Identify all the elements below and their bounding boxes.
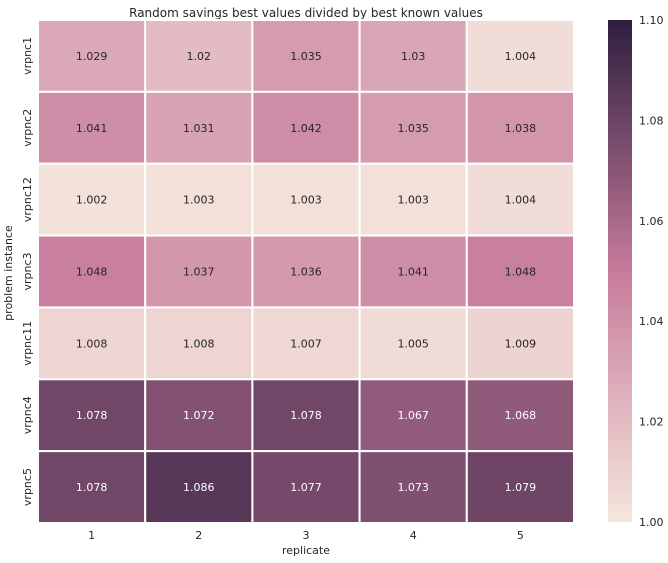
x-axis-label: replicate: [282, 544, 330, 557]
x-tick-label: 2: [195, 529, 202, 542]
y-tick-label: vrpnc3: [21, 252, 34, 290]
heatmap-cell: [144, 378, 254, 453]
cell-value-label: 1.003: [290, 194, 322, 207]
cell-value-label: 1.005: [397, 337, 429, 350]
colorbar-tick-label: 1.08: [639, 114, 664, 127]
cell-value-label: 1.03: [401, 50, 426, 63]
cell-value-label: 1.068: [505, 409, 537, 422]
chart-title: Random savings best values divided by be…: [129, 6, 483, 20]
cell-value-label: 1.042: [290, 122, 322, 135]
heatmap-cell: [358, 234, 468, 309]
heatmap-cell: [144, 19, 254, 93]
cell-value-label: 1.048: [505, 266, 537, 279]
cell-value-label: 1.009: [505, 337, 537, 350]
heatmap-cell: [37, 234, 147, 309]
cell-value-label: 1.038: [505, 122, 537, 135]
cell-value-label: 1.008: [183, 337, 215, 350]
colorbar-tick-labels: 1.00 1.02 1.04 1.06 1.08 1.10: [639, 14, 664, 529]
y-tick-label: vrpnc4: [21, 396, 34, 434]
colorbar-tick-label: 1.06: [639, 215, 664, 228]
colorbar-tick-label: 1.10: [639, 14, 664, 27]
x-tick-label: 5: [517, 529, 524, 542]
colorbar: [608, 20, 632, 522]
colorbar-tick-label: 1.00: [639, 516, 664, 529]
heatmap-cell: [251, 306, 361, 381]
heatmap-cell: [37, 90, 147, 165]
heatmap-cell: [358, 162, 468, 237]
cell-value-label: 1.041: [397, 266, 429, 279]
cell-value-label: 1.002: [76, 194, 108, 207]
y-axis-label: problem instance: [2, 225, 15, 321]
cell-value-label: 1.035: [290, 50, 322, 63]
cell-value-label: 1.072: [183, 409, 215, 422]
cell-value-label: 1.004: [505, 50, 537, 63]
cell-value-label: 1.003: [183, 194, 215, 207]
heatmap-cell: [251, 234, 361, 309]
heatmap-cell: [251, 90, 361, 165]
heatmap-cell: [465, 234, 575, 309]
cell-value-label: 1.035: [397, 122, 429, 135]
cell-value-label: 1.037: [183, 266, 215, 279]
heatmap-cells: 1.029 1.02 1.035 1.03 1.004 1.041 1.031 1.042 1.…: [37, 19, 575, 524]
cell-value-label: 1.02: [187, 50, 212, 63]
cell-value-label: 1.041: [76, 122, 108, 135]
heatmap-cell: [37, 450, 147, 524]
cell-value-label: 1.078: [76, 481, 108, 494]
x-tick-label: 4: [410, 529, 417, 542]
cell-value-label: 1.067: [397, 409, 429, 422]
heatmap-cell: [37, 306, 147, 381]
y-tick-label: vrpnc12: [21, 177, 34, 222]
y-tick-label: vrpnc5: [21, 468, 34, 506]
cell-value-label: 1.029: [76, 50, 108, 63]
cell-value-label: 1.077: [290, 481, 322, 494]
cell-value-label: 1.078: [290, 409, 322, 422]
colorbar-tick-label: 1.02: [639, 416, 664, 429]
heatmap-cell: [465, 90, 575, 165]
cell-value-label: 1.036: [290, 266, 322, 279]
cell-value-label: 1.073: [397, 481, 429, 494]
heatmap-cell: [144, 234, 254, 309]
y-tick-label: vrpnc1: [21, 37, 34, 75]
cell-value-label: 1.003: [397, 194, 429, 207]
heatmap-cell: [465, 450, 575, 524]
heatmap-cell: [358, 450, 468, 524]
cell-value-label: 1.004: [505, 194, 537, 207]
y-tick-label: vrpnc2: [21, 109, 34, 147]
heatmap-cell: [37, 19, 147, 93]
colorbar-tick-label: 1.04: [639, 315, 664, 328]
x-tick-label: 1: [88, 529, 95, 542]
y-tick-label: vrpnc11: [21, 321, 34, 366]
heatmap-cell: [144, 162, 254, 237]
cell-value-label: 1.078: [76, 409, 108, 422]
heatmap-cell: [358, 378, 468, 453]
cell-value-label: 1.086: [183, 481, 215, 494]
x-tick-labels: 1 2 3 4 5: [88, 529, 524, 542]
cell-value-label: 1.008: [76, 337, 108, 350]
heatmap-cell: [144, 306, 254, 381]
cell-value-label: 1.007: [290, 337, 322, 350]
heatmap-cell: [251, 378, 361, 453]
cell-value-label: 1.031: [183, 122, 215, 135]
x-tick-label: 3: [303, 529, 310, 542]
heatmap-cell: [465, 378, 575, 453]
cell-value-label: 1.048: [76, 266, 108, 279]
cell-value-label: 1.079: [505, 481, 537, 494]
y-tick-labels: vrpnc1 vrpnc2 vrpnc12 vrpnc3 vrpnc11 vrpnc4 vr…: [21, 37, 34, 506]
